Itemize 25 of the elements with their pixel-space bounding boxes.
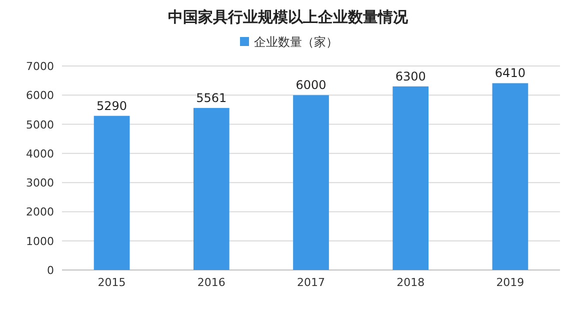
bar [293,95,329,270]
x-tick-label: 2015 [98,276,126,289]
bar [94,116,130,270]
y-tick-label: 4000 [26,147,54,160]
y-tick-label: 2000 [26,206,54,219]
bar [392,86,429,270]
y-tick-label: 5000 [26,118,54,132]
y-tick-label: 1000 [26,234,54,248]
bar [193,108,230,270]
chart-title: 中国家具行业规模以上企业数量情况 [168,8,409,26]
x-tick-label: 2018 [396,276,425,289]
y-tick-label: 3000 [26,176,54,190]
x-tick-label: 2017 [297,276,325,289]
y-tick-label: 7000 [26,60,54,73]
x-tick-label: 2019 [496,276,524,289]
legend-label: 企业数量（家） [254,35,338,49]
y-tick-label: 0 [47,264,54,277]
x-tick-label: 2016 [197,276,226,289]
data-label: 5290 [96,98,128,113]
data-label: 6410 [494,66,526,80]
y-tick-label: 6000 [26,89,54,102]
bar [492,83,528,270]
data-label: 6300 [395,69,426,84]
data-label: 5561 [196,90,227,105]
data-label: 6000 [296,78,326,92]
